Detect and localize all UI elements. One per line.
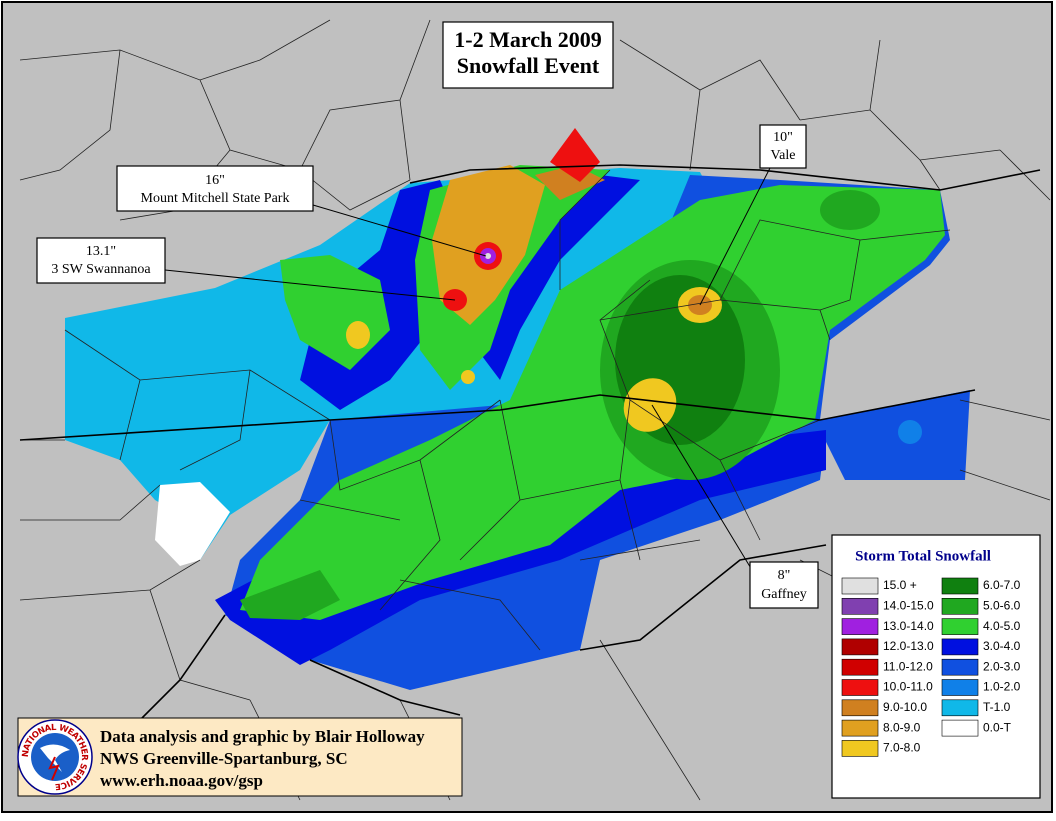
legend-label: 12.0-13.0 xyxy=(883,639,934,653)
legend-label: 15.0 + xyxy=(883,578,917,592)
legend-label: 5.0-6.0 xyxy=(983,598,1021,612)
callout-place: Vale xyxy=(771,148,796,163)
callout-amount: 8" xyxy=(778,568,791,583)
legend-label: 10.0-11.0 xyxy=(883,680,933,694)
legend-label: 8.0-9.0 xyxy=(883,720,921,734)
title-line: Snowfall Event xyxy=(457,53,600,78)
legend-swatch xyxy=(941,618,979,635)
legend-label: 2.0-3.0 xyxy=(983,659,1021,673)
callout-place: Mount Mitchell State Park xyxy=(141,191,290,206)
callout-amount: 13.1" xyxy=(86,244,116,259)
callout-box xyxy=(749,561,819,609)
legend-swatch xyxy=(841,740,879,757)
legend-swatch xyxy=(941,719,979,737)
title-line: 1-2 March 2009 xyxy=(454,27,601,52)
callout-box xyxy=(759,124,807,169)
callout-amount: 10" xyxy=(773,130,793,145)
legend-swatch xyxy=(841,597,879,615)
callout-place: Gaffney xyxy=(761,587,807,602)
legend-swatch xyxy=(841,719,879,737)
legend-title: Storm Total Snowfall xyxy=(855,548,991,564)
legend-label: T-1.0 xyxy=(983,700,1011,714)
legend-swatch xyxy=(941,638,979,656)
callout-leaders xyxy=(164,167,771,571)
callout-box xyxy=(36,237,166,284)
legend-swatch xyxy=(841,699,879,717)
legend-swatch xyxy=(941,597,979,615)
callout-amount: 16" xyxy=(205,173,225,188)
legend-swatch xyxy=(941,679,979,696)
legend-label: 11.0-12.0 xyxy=(883,659,933,673)
credit-line: Data analysis and graphic by Blair Hollo… xyxy=(100,727,425,746)
legend-label: 9.0-10.0 xyxy=(883,700,927,714)
legend-swatch xyxy=(841,638,879,656)
legend-label: 14.0-15.0 xyxy=(883,598,934,612)
legend-swatch xyxy=(941,699,979,717)
credit-line: NWS Greenville-Spartanburg, SC xyxy=(100,749,348,768)
legend-swatch xyxy=(841,618,879,635)
callout-place: 3 SW Swannanoa xyxy=(51,262,151,277)
legend-swatch xyxy=(841,577,879,595)
credit-line: www.erh.noaa.gov/gsp xyxy=(100,771,263,790)
title-box xyxy=(442,21,614,89)
legend-entries: 15.0 + 14.0-15.0 13.0-14.0 12.0-13.0 11.0-12… xyxy=(841,577,1021,757)
legend-label: 4.0-5.0 xyxy=(983,619,1021,633)
logo-bolt xyxy=(48,756,60,781)
legend-label: 7.0-8.0 xyxy=(883,741,921,755)
callout-box xyxy=(116,165,314,212)
legend-label: 3.0-4.0 xyxy=(983,639,1021,653)
legend-label: 13.0-14.0 xyxy=(883,619,934,633)
boundaries xyxy=(19,19,1051,801)
legend-label: 1.0-2.0 xyxy=(983,680,1021,694)
legend-label: 0.0-T xyxy=(983,720,1012,734)
legend-swatch xyxy=(941,658,979,676)
legend-swatch xyxy=(841,679,879,696)
legend-label: 6.0-7.0 xyxy=(983,578,1021,592)
legend-swatch xyxy=(941,577,979,595)
legend-swatch xyxy=(841,658,879,676)
snowfall-shading xyxy=(65,128,970,690)
